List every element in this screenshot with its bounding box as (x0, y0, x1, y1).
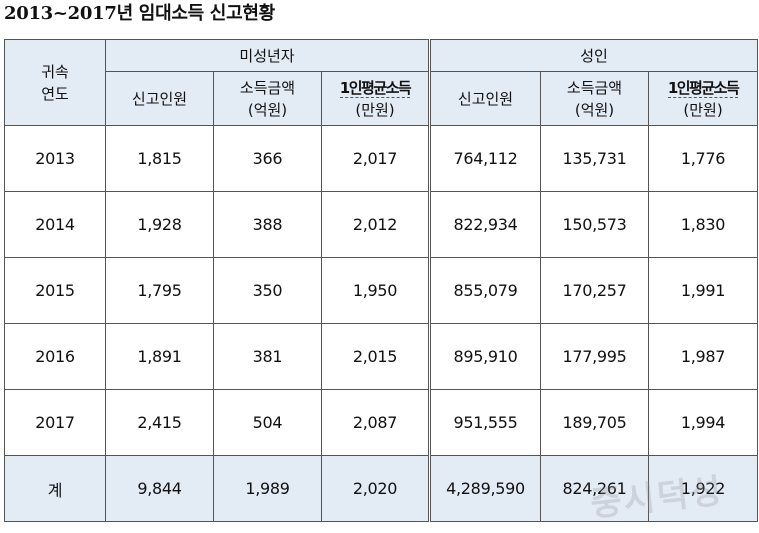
table-cell: 1,776 (648, 125, 759, 192)
col-header-minor-count: 신고인원 (105, 71, 214, 126)
table-cell: 381 (213, 323, 322, 390)
table-cell: 1,987 (648, 323, 759, 390)
table-cell: 350 (213, 257, 322, 324)
table-cell: 1,950 (320, 257, 431, 324)
col-header-minor-avg: 1인평균소득 (만원) (320, 71, 431, 126)
col-header-label: 1인평균소득 (667, 78, 740, 98)
col-header-unit: (억원) (574, 100, 615, 119)
table-cell: 2,415 (105, 389, 214, 456)
table-cell: 1,891 (105, 323, 214, 390)
table-row: 2013 1,815 366 2,017 764,112 135,731 1,7… (4, 125, 759, 192)
total-cell: 2,020 (320, 455, 431, 522)
year-header-line1: 귀속 (41, 62, 69, 81)
year-cell: 2017 (4, 389, 106, 456)
table-cell: 764,112 (428, 125, 542, 192)
table-cell: 895,910 (428, 323, 542, 390)
total-label: 계 (4, 455, 106, 522)
col-header-adult-count: 신고인원 (428, 71, 542, 126)
table-cell: 1,815 (105, 125, 214, 192)
col-header-unit: (만원) (683, 100, 723, 119)
table-cell: 1,928 (105, 191, 214, 258)
header-row-columns: 신고인원 소득금액 (억원) 1인평균소득 (만원) 신고인원 소득금액 (억원… (5, 71, 759, 126)
year-cell: 2015 (4, 257, 106, 324)
col-header-label: 신고인원 (457, 89, 514, 108)
table-cell: 504 (213, 389, 322, 456)
table-cell: 1,991 (648, 257, 759, 324)
table-cell: 822,934 (428, 191, 542, 258)
total-cell: 9,844 (105, 455, 214, 522)
header-row-groups: 귀속 연도 미성년자 성인 (4, 39, 759, 126)
table-row: 2014 1,928 388 2,012 822,934 150,573 1,8… (4, 191, 759, 258)
col-header-minor-income: 소득금액 (억원) (213, 71, 322, 126)
table-cell: 1,994 (648, 389, 759, 456)
table-row: 2017 2,415 504 2,087 951,555 189,705 1,9… (4, 389, 759, 456)
col-header-adult-income: 소득금액 (억원) (540, 71, 650, 126)
table-cell: 1,795 (105, 257, 214, 324)
year-column-header: 귀속 연도 (4, 39, 106, 126)
table-cell: 366 (213, 125, 322, 192)
total-cell: 824,261 (540, 455, 650, 522)
total-cell: 1,989 (213, 455, 322, 522)
col-header-adult-avg: 1인평균소득 (만원) (648, 71, 759, 126)
col-header-label: 소득금액 (239, 78, 296, 97)
table-cell: 135,731 (540, 125, 650, 192)
table-cell: 388 (213, 191, 322, 258)
year-header-line2: 연도 (41, 84, 69, 103)
total-cell: 4,289,590 (428, 455, 542, 522)
total-row: 계 9,844 1,989 2,020 4,289,590 824,261 1,… (4, 455, 759, 522)
table-cell: 189,705 (540, 389, 650, 456)
total-cell: 1,922 (648, 455, 759, 522)
col-header-label: 소득금액 (566, 78, 623, 97)
page-title: 2013~2017년 임대소득 신고현황 (4, 3, 275, 24)
group-header-adult: 성인 (428, 39, 759, 72)
col-header-label: 1인평균소득 (339, 78, 412, 98)
table-cell: 177,995 (540, 323, 650, 390)
table-cell: 855,079 (428, 257, 542, 324)
table-cell: 2,087 (320, 389, 431, 456)
table-cell: 170,257 (540, 257, 650, 324)
table-row: 2016 1,891 381 2,015 895,910 177,995 1,9… (4, 323, 759, 390)
rental-income-table: 귀속 연도 미성년자 성인 신고인원 소득금액 (억원) 1인평균소득 (만원)… (4, 39, 759, 522)
col-header-unit: (억원) (247, 100, 288, 119)
table-cell: 2,012 (320, 191, 431, 258)
col-header-unit: (만원) (355, 100, 395, 119)
year-cell: 2014 (4, 191, 106, 258)
table-cell: 2,017 (320, 125, 431, 192)
year-cell: 2013 (4, 125, 106, 192)
group-header-minor: 미성년자 (104, 39, 431, 72)
year-cell: 2016 (4, 323, 106, 390)
table-cell: 150,573 (540, 191, 650, 258)
table-cell: 1,830 (648, 191, 759, 258)
table-row: 2015 1,795 350 1,950 855,079 170,257 1,9… (4, 257, 759, 324)
table-cell: 2,015 (320, 323, 431, 390)
table-cell: 951,555 (428, 389, 542, 456)
col-header-label: 신고인원 (131, 89, 188, 108)
